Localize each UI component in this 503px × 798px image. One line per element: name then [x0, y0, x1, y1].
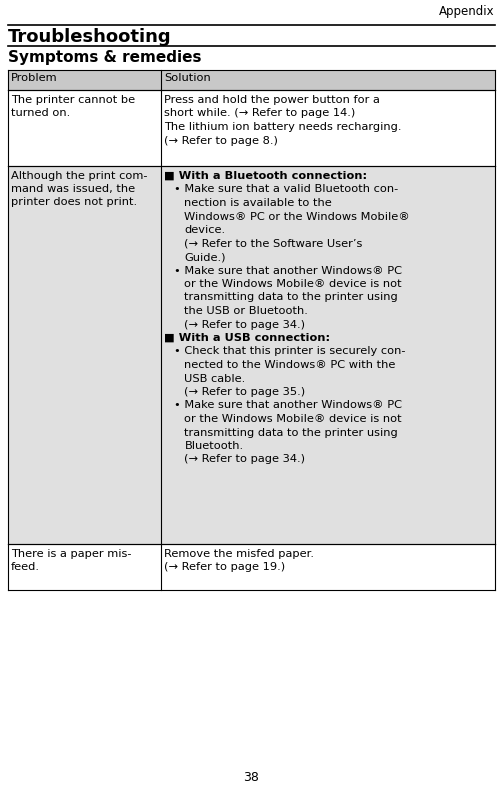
Text: device.: device. — [185, 225, 225, 235]
Text: Problem: Problem — [11, 73, 58, 83]
Bar — [8, 544, 161, 590]
Text: Appendix: Appendix — [440, 5, 495, 18]
Text: Windows® PC or the Windows Mobile®: Windows® PC or the Windows Mobile® — [185, 211, 410, 222]
Text: (→ Refer to page 34.): (→ Refer to page 34.) — [185, 455, 305, 464]
Text: ■ With a USB connection:: ■ With a USB connection: — [164, 333, 330, 343]
Text: The lithium ion battery needs recharging.: The lithium ion battery needs recharging… — [164, 122, 402, 132]
Text: nection is available to the: nection is available to the — [185, 198, 332, 208]
Bar — [161, 166, 495, 544]
Text: (→ Refer to page 19.): (→ Refer to page 19.) — [164, 563, 286, 572]
Text: transmitting data to the printer using: transmitting data to the printer using — [185, 293, 398, 302]
Text: Press and hold the power button for a: Press and hold the power button for a — [164, 95, 380, 105]
Text: Symptoms & remedies: Symptoms & remedies — [8, 50, 202, 65]
Text: • Make sure that a valid Bluetooth con-: • Make sure that a valid Bluetooth con- — [175, 184, 399, 195]
Text: ■ With a Bluetooth connection:: ■ With a Bluetooth connection: — [164, 171, 368, 181]
Text: There is a paper mis-
feed.: There is a paper mis- feed. — [11, 549, 131, 572]
Bar — [8, 90, 161, 166]
Bar — [8, 70, 161, 90]
Bar — [161, 70, 495, 90]
Bar — [8, 166, 161, 544]
Text: • Make sure that another Windows® PC: • Make sure that another Windows® PC — [175, 401, 402, 410]
Text: Guide.): Guide.) — [185, 252, 226, 262]
Text: Although the print com-
mand was issued, the
printer does not print.: Although the print com- mand was issued,… — [11, 171, 147, 207]
Bar — [161, 90, 495, 166]
Text: • Make sure that another Windows® PC: • Make sure that another Windows® PC — [175, 266, 402, 275]
Text: • Check that this printer is securely con-: • Check that this printer is securely co… — [175, 346, 406, 357]
Text: transmitting data to the printer using: transmitting data to the printer using — [185, 428, 398, 437]
Text: nected to the Windows® PC with the: nected to the Windows® PC with the — [185, 360, 396, 370]
Text: the USB or Bluetooth.: the USB or Bluetooth. — [185, 306, 308, 316]
Text: (→ Refer to the Software User’s: (→ Refer to the Software User’s — [185, 239, 363, 248]
Text: Solution: Solution — [164, 73, 211, 83]
Text: USB cable.: USB cable. — [185, 373, 245, 384]
Text: Remove the misfed paper.: Remove the misfed paper. — [164, 549, 314, 559]
Text: or the Windows Mobile® device is not: or the Windows Mobile® device is not — [185, 279, 402, 289]
Text: short while. (→ Refer to page 14.): short while. (→ Refer to page 14.) — [164, 109, 356, 118]
Text: The printer cannot be
turned on.: The printer cannot be turned on. — [11, 95, 135, 118]
Bar — [161, 544, 495, 590]
Text: (→ Refer to page 35.): (→ Refer to page 35.) — [185, 387, 305, 397]
Text: Bluetooth.: Bluetooth. — [185, 441, 243, 451]
Text: or the Windows Mobile® device is not: or the Windows Mobile® device is not — [185, 414, 402, 424]
Text: 38: 38 — [243, 771, 260, 784]
Text: Troubleshooting: Troubleshooting — [8, 28, 172, 46]
Text: (→ Refer to page 34.): (→ Refer to page 34.) — [185, 319, 305, 330]
Text: (→ Refer to page 8.): (→ Refer to page 8.) — [164, 136, 278, 145]
